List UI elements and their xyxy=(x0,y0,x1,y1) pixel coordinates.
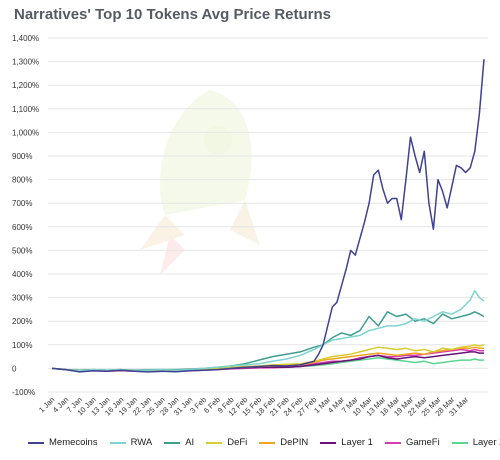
legend-item: RWA xyxy=(109,437,153,448)
y-tick-label: 1,200% xyxy=(12,81,39,90)
y-tick-label: 200% xyxy=(12,317,32,326)
legend-item: Memecoins xyxy=(28,437,98,448)
legend-swatch xyxy=(28,441,44,444)
legend-swatch xyxy=(384,441,401,444)
legend-label: Layer 1 xyxy=(341,437,373,448)
legend-item: GameFi xyxy=(384,437,440,448)
series-line-memecoins xyxy=(51,59,485,373)
legend-label: GameFi xyxy=(405,437,440,448)
legend-swatch xyxy=(320,441,337,444)
legend-item: AI xyxy=(164,437,194,448)
legend-item: DePIN xyxy=(259,437,308,448)
y-tick-label: 1,100% xyxy=(12,105,39,114)
series-line-rwa xyxy=(51,289,485,372)
legend-label: Layer 2 xyxy=(472,437,500,448)
y-tick-label: 100% xyxy=(12,341,32,350)
legend-label: AI xyxy=(185,437,195,448)
legend-item: Layer 1 xyxy=(320,437,373,448)
legend-swatch xyxy=(259,441,276,444)
legend-swatch xyxy=(206,441,223,444)
y-tick-label: 0 xyxy=(12,364,17,373)
y-tick-label: 700% xyxy=(12,199,32,208)
y-tick-label: 600% xyxy=(12,223,32,232)
legend-swatch xyxy=(164,441,181,444)
y-tick-label: 400% xyxy=(12,270,32,279)
y-tick-label: 1,000% xyxy=(12,128,39,137)
legend-label: Memecoins xyxy=(49,437,98,448)
legend-swatch xyxy=(451,441,468,444)
legend-label: DePIN xyxy=(280,437,309,448)
legend-item: DeFi xyxy=(206,437,247,448)
y-tick-label: 900% xyxy=(12,152,32,161)
chart-legend: Memecoins RWA AI DeFi DePIN Layer 1 GameFi Laye… xyxy=(28,437,500,448)
y-tick-label: 500% xyxy=(12,246,32,255)
y-tick-label: 800% xyxy=(12,176,32,185)
y-tick-label: 1,300% xyxy=(12,58,39,67)
chart-title: Narratives' Top 10 Tokens Avg Price Retu… xyxy=(14,6,332,23)
y-tick-label: 300% xyxy=(12,294,32,303)
legend-label: RWA xyxy=(130,437,153,448)
rocket-watermark xyxy=(140,90,260,275)
legend-label: DeFi xyxy=(227,437,248,448)
y-tick-label: -100% xyxy=(12,388,35,397)
legend-item: Layer 2 xyxy=(451,437,500,448)
legend-swatch xyxy=(109,441,126,444)
y-tick-label: 1,400% xyxy=(12,34,39,43)
